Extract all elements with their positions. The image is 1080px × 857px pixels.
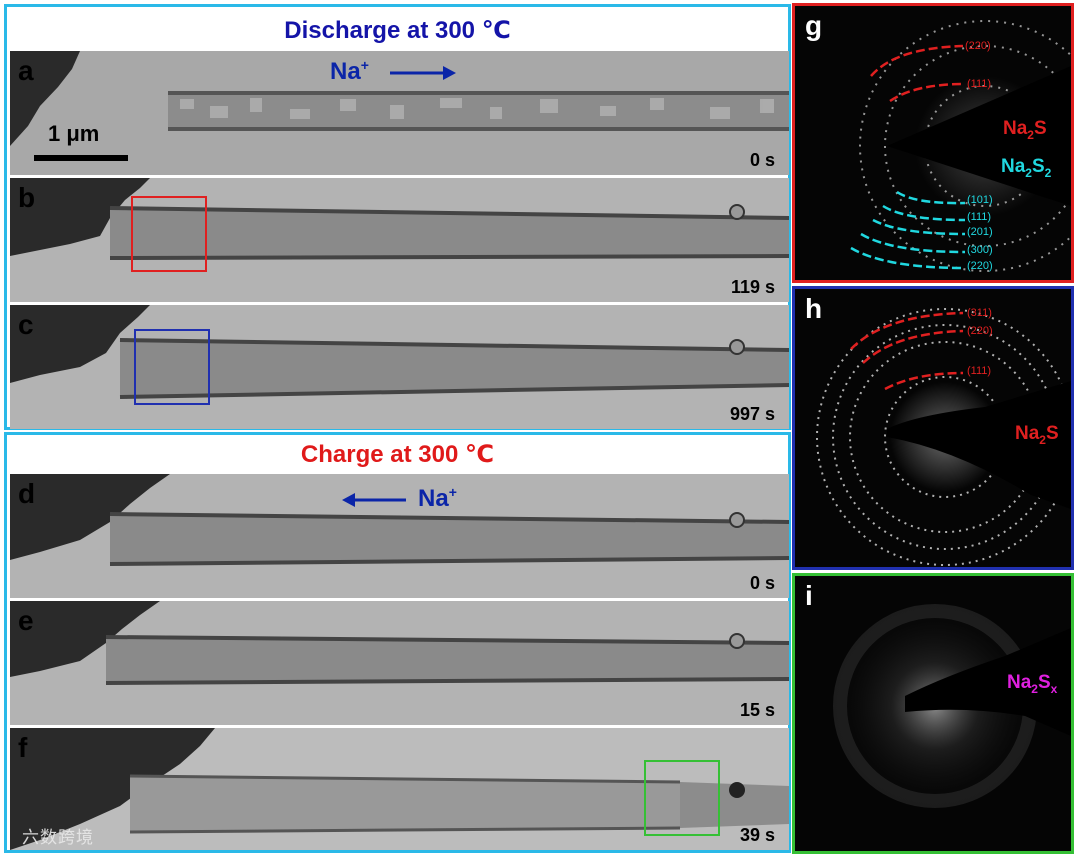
tem-image-b — [10, 178, 789, 302]
green-roi-box — [644, 760, 720, 836]
tem-image-c — [10, 305, 789, 429]
tem-panel-d: Na+ d 0 s — [10, 474, 789, 598]
tem-panel-b: b 119 s — [10, 178, 789, 302]
time-label-c: 997 s — [729, 404, 775, 424]
na-ion-label-charge: Na+ — [418, 484, 457, 512]
diffraction-panel-g: g (220) (111) Na2S Na2S2 (101) (111) (20… — [792, 3, 1074, 283]
panel-label-g: g — [805, 10, 823, 41]
scale-bar — [34, 155, 128, 161]
time-label-d: 0 s — [749, 573, 775, 593]
panel-label-c: c — [18, 309, 34, 340]
discharge-title: Discharge at 300 ℃ — [284, 17, 511, 44]
panel-label-e: e — [18, 605, 34, 636]
ring-label-g-na2s2-2: (111) — [967, 211, 992, 223]
panel-label-d: d — [18, 478, 36, 509]
ring-label-g-na2s2-4: (300) — [967, 244, 993, 256]
na-ion-label-discharge: Na+ — [330, 57, 369, 85]
arrow-left-icon — [342, 493, 406, 507]
tem-image-f — [10, 728, 789, 850]
watermark-text: 六数跨境 — [22, 828, 94, 847]
phase-label-h-na2s: Na2S — [1015, 423, 1059, 447]
time-label-e: 15 s — [739, 700, 775, 720]
diffraction-image-h — [795, 289, 1071, 567]
tem-panel-c: c 997 s — [10, 305, 789, 429]
time-label-f: 39 s — [739, 825, 775, 845]
ring-label-g-na2s-2: (111) — [967, 78, 992, 90]
red-roi-box — [131, 196, 207, 272]
ring-label-g-na2s2-1: (101) — [967, 194, 993, 206]
time-label-a: 0 s — [749, 150, 775, 170]
panel-label-i: i — [805, 580, 813, 611]
tem-panel-a: a 0 s Na+ 1 μm — [10, 51, 789, 175]
tem-image-d — [10, 474, 789, 598]
panel-label-f: f — [18, 732, 28, 763]
ring-label-h-2: (220) — [967, 325, 993, 337]
panel-label-b: b — [18, 182, 36, 213]
blue-roi-box — [134, 329, 210, 405]
scale-bar-label: 1 μm — [48, 121, 100, 146]
tem-panel-e: e 15 s — [10, 601, 789, 725]
diffraction-panel-i: i Na2Sx — [792, 573, 1074, 854]
diffraction-panel-h: h (311) (220) (111) Na2S — [792, 286, 1074, 570]
arrow-right-icon — [390, 66, 456, 80]
time-label-b: 119 s — [730, 277, 775, 297]
ring-label-g-na2s-1: (220) — [965, 40, 991, 52]
tem-panel-f: f 39 s 六数跨境 — [10, 728, 789, 850]
panel-label-a: a — [18, 55, 34, 86]
ring-label-g-na2s2-3: (201) — [967, 226, 993, 238]
diffraction-image-i — [795, 576, 1071, 851]
diffraction-image-g — [795, 6, 1071, 280]
panel-label-h: h — [805, 293, 823, 324]
phase-label-g-na2s2: Na2S2 — [1001, 156, 1052, 180]
charge-title: Charge at 300 ℃ — [300, 441, 495, 468]
phase-label-i-na2sx: Na2Sx — [1007, 672, 1058, 696]
phase-label-g-na2s: Na2S — [1003, 118, 1047, 142]
tem-image-e — [10, 601, 789, 725]
ring-label-h-1: (311) — [967, 307, 992, 319]
ring-label-g-na2s2-5: (220) — [967, 260, 993, 272]
ring-label-h-3: (111) — [967, 365, 992, 377]
